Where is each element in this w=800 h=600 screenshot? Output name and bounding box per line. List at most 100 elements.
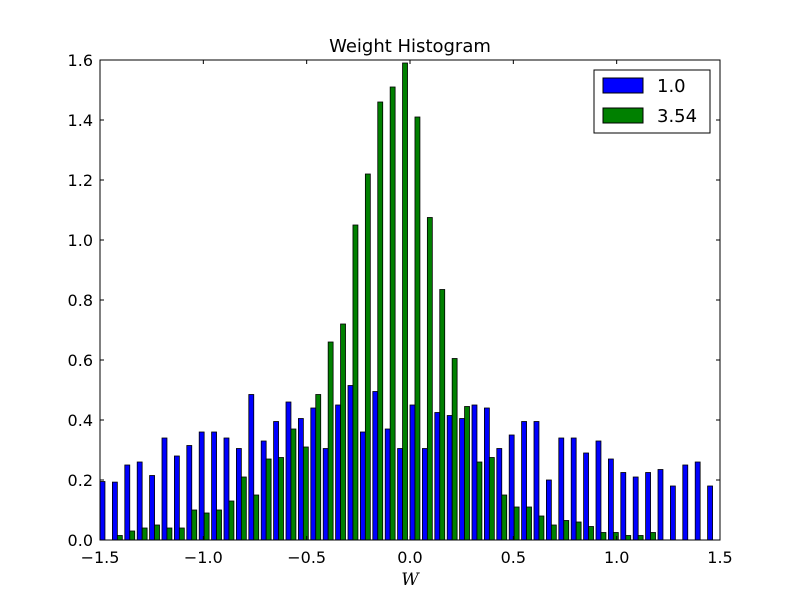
bar-3.54-1 (116, 535, 123, 541)
x-tick-label: 0.0 (397, 548, 422, 567)
x-axis-label: W (401, 570, 420, 590)
bar-3.54-38 (575, 521, 582, 541)
bar-1.0-14 (273, 421, 279, 541)
x-tick-label: −0.5 (287, 548, 326, 567)
bar-3.54-41 (612, 532, 619, 541)
bar-1.0-12 (248, 394, 255, 541)
bar-1.0-4 (149, 475, 155, 541)
bar-1.0-46 (670, 485, 676, 541)
bar-3.54-12 (253, 494, 260, 541)
x-tick-label: −1.0 (184, 548, 223, 567)
bar-1.0-38 (570, 437, 577, 541)
y-tick-label: 1.0 (68, 231, 93, 250)
bar-1.0-24 (397, 448, 403, 541)
x-tick-label: −1.5 (81, 548, 120, 567)
legend-swatch-3.54 (602, 107, 644, 124)
bar-3.54-32 (501, 494, 508, 541)
bar-3.54-22 (377, 101, 384, 541)
bar-1.0-26 (421, 448, 428, 541)
bar-1.0-10 (223, 437, 230, 541)
bar-1.0-8 (198, 431, 205, 541)
bar-1.0-13 (260, 440, 267, 541)
bar-3.54-30 (476, 461, 483, 541)
bar-1.0-43 (632, 476, 639, 541)
bar-3.54-18 (327, 341, 334, 541)
bar-1.0-5 (161, 437, 168, 541)
y-tick-label: 0.6 (68, 351, 93, 370)
bar-3.54-5 (166, 527, 173, 541)
bar-1.0-16 (297, 418, 304, 541)
bar-1.0-37 (558, 437, 565, 541)
bar-1.0-29 (459, 418, 465, 541)
bar-3.54-2 (129, 530, 136, 541)
x-tick-label: 1.5 (707, 548, 732, 567)
bar-1.0-40 (595, 440, 602, 541)
bar-3.54-11 (240, 476, 247, 541)
bar-1.0-44 (645, 472, 651, 541)
bar-3.54-36 (550, 524, 557, 541)
bar-3.54-42 (625, 535, 632, 541)
y-tick-label: 0.2 (68, 471, 93, 490)
legend-swatch-1.0 (602, 77, 644, 94)
bar-3.54-16 (302, 446, 309, 541)
legend-label-3.54: 3.54 (657, 106, 697, 127)
bar-1.0-17 (310, 407, 317, 541)
bar-1.0-27 (434, 412, 441, 541)
bar-3.54-25 (414, 116, 421, 541)
bar-3.54-9 (216, 509, 222, 541)
bar-3.54-29 (464, 406, 470, 541)
bar-1.0-42 (620, 472, 627, 541)
bars-layer (99, 62, 713, 541)
y-tick-label: 1.4 (68, 111, 93, 130)
bar-3.54-26 (426, 217, 433, 541)
bar-3.54-17 (315, 394, 322, 541)
y-tick-label: 1.6 (68, 51, 93, 70)
legend: 1.0 3.54 (593, 69, 711, 134)
bar-1.0-9 (211, 431, 217, 541)
bar-3.54-7 (191, 509, 198, 541)
chart-title: Weight Histogram (329, 36, 491, 57)
bar-3.54-39 (588, 526, 594, 541)
bar-3.54-33 (513, 506, 520, 541)
bar-1.0-28 (446, 415, 453, 541)
legend-label-1.0: 1.0 (657, 76, 686, 97)
bar-3.54-8 (203, 512, 210, 541)
bar-1.0-35 (533, 421, 540, 541)
bar-1.0-20 (347, 385, 354, 541)
bar-3.54-31 (488, 457, 495, 541)
bar-1.0-41 (608, 458, 614, 541)
bar-3.54-28 (451, 358, 458, 541)
bar-3.54-35 (538, 515, 545, 541)
bar-3.54-44 (650, 532, 656, 541)
bar-3.54-43 (637, 535, 644, 541)
bar-1.0-15 (285, 401, 292, 541)
bar-3.54-10 (228, 500, 235, 541)
bar-1.0-32 (496, 448, 503, 541)
bar-1.0-0 (99, 481, 106, 541)
bar-3.54-14 (278, 457, 284, 541)
bar-1.0-2 (124, 464, 131, 541)
bar-1.0-34 (521, 421, 527, 541)
bar-1.0-33 (508, 434, 515, 541)
bar-3.54-23 (389, 86, 396, 541)
bar-1.0-36 (546, 479, 552, 541)
bar-1.0-7 (186, 445, 193, 541)
bar-1.0-25 (409, 404, 416, 541)
bar-3.54-13 (265, 458, 272, 541)
bar-1.0-31 (483, 407, 490, 541)
bar-1.0-1 (112, 481, 118, 541)
bar-1.0-23 (384, 428, 391, 541)
bar-3.54-4 (154, 524, 160, 541)
x-tick-label: 0.5 (501, 548, 526, 567)
y-tick-label: 0.4 (68, 411, 93, 430)
bar-1.0-49 (707, 485, 713, 541)
bar-1.0-3 (136, 461, 143, 541)
bar-3.54-15 (290, 428, 297, 541)
bar-3.54-34 (526, 506, 532, 541)
bar-1.0-39 (583, 452, 589, 541)
bar-1.0-21 (359, 431, 366, 541)
bar-3.54-19 (340, 323, 346, 541)
x-tick-label: 1.0 (604, 548, 629, 567)
bar-3.54-27 (439, 289, 446, 541)
